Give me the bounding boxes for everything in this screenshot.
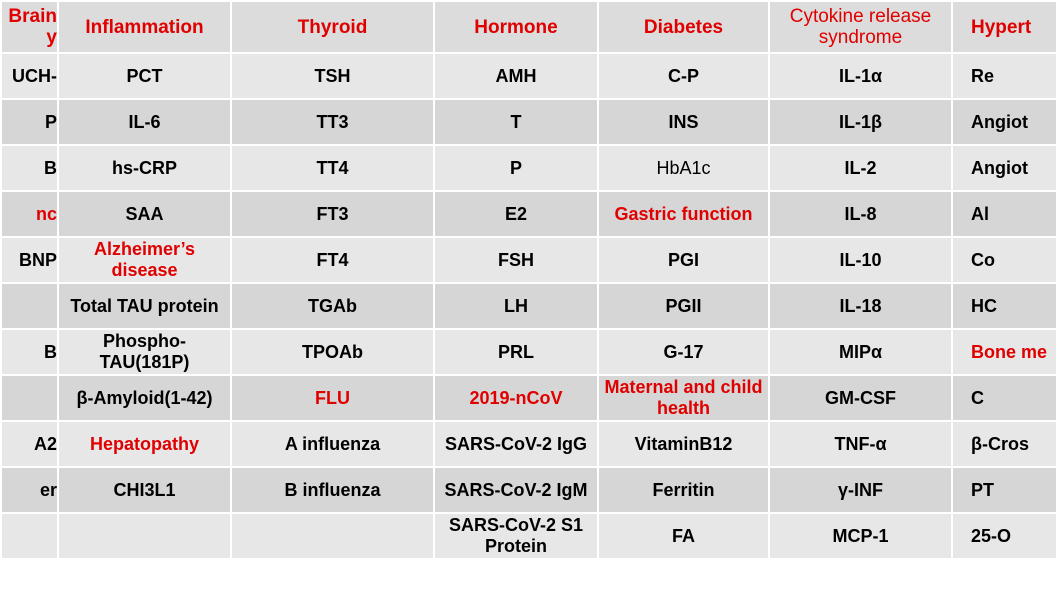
table-cell: Bone me (951, 328, 1056, 376)
table-cell: PGI (597, 236, 770, 284)
table-cell: MCP-1 (768, 512, 953, 560)
table-cell: TSH (230, 52, 435, 100)
table-row: Total TAU protein TGAb LH PGII IL-18 HC (0, 282, 1056, 330)
table-cell: C-P (597, 52, 770, 100)
table-cell: INS (597, 98, 770, 146)
table-cell: AMH (433, 52, 599, 100)
header-row: Brain y Inflammation Thyroid Hormone Diabete… (0, 0, 1056, 54)
table-cell: HC (951, 282, 1056, 330)
table-cell: Gastric function (597, 190, 770, 238)
table-cell: IL-18 (768, 282, 953, 330)
table-cell: β-Amyloid(1-42) (57, 374, 232, 422)
table-cell: SAA (57, 190, 232, 238)
table-cell: Thyroid (230, 0, 435, 54)
table-cell: P (433, 144, 599, 192)
table-cell: TT3 (230, 98, 435, 146)
table-row: SARS-CoV-2 S1 Protein FA MCP-1 25-O (0, 512, 1056, 560)
table-cell: IL-10 (768, 236, 953, 284)
table-cell: PRL (433, 328, 599, 376)
table-cell: Hepatopathy (57, 420, 232, 468)
table-cell: MIPα (768, 328, 953, 376)
table-cell: β-Cros (951, 420, 1056, 468)
table-cell: FLU (230, 374, 435, 422)
marker-table: Brain y Inflammation Thyroid Hormone Diabete… (0, 0, 1056, 560)
table-cell: Hormone (433, 0, 599, 54)
table-cell: Diabetes (597, 0, 770, 54)
table-cell: TNF-α (768, 420, 953, 468)
table-cell: Inflammation (57, 0, 232, 54)
table-cell: SARS-CoV-2 IgG (433, 420, 599, 468)
table-cell: BNP (0, 236, 59, 284)
table-row: B Phospho-TAU(181P) TPOAb PRL G-17 MIPα Bone m… (0, 328, 1056, 376)
table-cell: γ-INF (768, 466, 953, 514)
table-cell: C (951, 374, 1056, 422)
table-cell: PGII (597, 282, 770, 330)
table-cell: Al (951, 190, 1056, 238)
table-cell: A influenza (230, 420, 435, 468)
table-row: A2 Hepatopathy A influenza SARS-CoV-2 IgG Vi… (0, 420, 1056, 468)
table-cell: TPOAb (230, 328, 435, 376)
table-row: nc SAA FT3 E2 Gastric function IL-8 Al (0, 190, 1056, 238)
table-cell: Ferritin (597, 466, 770, 514)
table-row: β-Amyloid(1-42) FLU 2019-nCoV Maternal and … (0, 374, 1056, 422)
table-cell: FT3 (230, 190, 435, 238)
table-cell: B influenza (230, 466, 435, 514)
table-cell: hs-CRP (57, 144, 232, 192)
table-cell: UCH- (0, 52, 59, 100)
table-cell (0, 374, 59, 422)
table-cell (0, 282, 59, 330)
table-cell: Co (951, 236, 1056, 284)
table-cell: PT (951, 466, 1056, 514)
table-cell: 25-O (951, 512, 1056, 560)
table-cell: B (0, 328, 59, 376)
table-cell: Total TAU protein (57, 282, 232, 330)
table-cell: Re (951, 52, 1056, 100)
table-row: er CHI3L1 B influenza SARS-CoV-2 IgM Ferriti… (0, 466, 1056, 514)
table-cell: HbA1c (597, 144, 770, 192)
table-cell: Angiot (951, 144, 1056, 192)
table-cell: Angiot (951, 98, 1056, 146)
table-cell: TGAb (230, 282, 435, 330)
table-cell: Phospho-TAU(181P) (57, 328, 232, 376)
table-cell: IL-8 (768, 190, 953, 238)
table-cell: TT4 (230, 144, 435, 192)
table-row: UCH- PCT TSH AMH C-P IL-1α Re (0, 52, 1056, 100)
table-cell: LH (433, 282, 599, 330)
table-cell: PCT (57, 52, 232, 100)
table-cell: FSH (433, 236, 599, 284)
table-cell: Brain y (0, 0, 59, 54)
table-cell (230, 512, 435, 560)
table-cell: IL-1β (768, 98, 953, 146)
table-cell: T (433, 98, 599, 146)
table-cell: nc (0, 190, 59, 238)
table-cell: Maternal and child health (597, 374, 770, 422)
table-row: BNP Alzheimer’s disease FT4 FSH PGI IL-10 Co (0, 236, 1056, 284)
table-cell: 2019-nCoV (433, 374, 599, 422)
table-cell: A2 (0, 420, 59, 468)
table-cell: VitaminB12 (597, 420, 770, 468)
table-cell: FT4 (230, 236, 435, 284)
table-cell: Hypert (951, 0, 1056, 54)
table-cell: Alzheimer’s disease (57, 236, 232, 284)
table-cell: IL-2 (768, 144, 953, 192)
table-cell (57, 512, 232, 560)
table-cell: SARS-CoV-2 S1 Protein (433, 512, 599, 560)
table-cell (0, 512, 59, 560)
table-cell: er (0, 466, 59, 514)
table-cell: FA (597, 512, 770, 560)
table-cell: IL-1α (768, 52, 953, 100)
table-cell: E2 (433, 190, 599, 238)
table-cell: G-17 (597, 328, 770, 376)
table-row: P IL-6 TT3 T INS IL-1β Angiot (0, 98, 1056, 146)
table-cell: IL-6 (57, 98, 232, 146)
table-cell: P (0, 98, 59, 146)
table-cell: GM-CSF (768, 374, 953, 422)
table-cell: CHI3L1 (57, 466, 232, 514)
table-cell: SARS-CoV-2 IgM (433, 466, 599, 514)
table-cell: Cytokine release syndrome (768, 0, 953, 54)
table-cell: B (0, 144, 59, 192)
